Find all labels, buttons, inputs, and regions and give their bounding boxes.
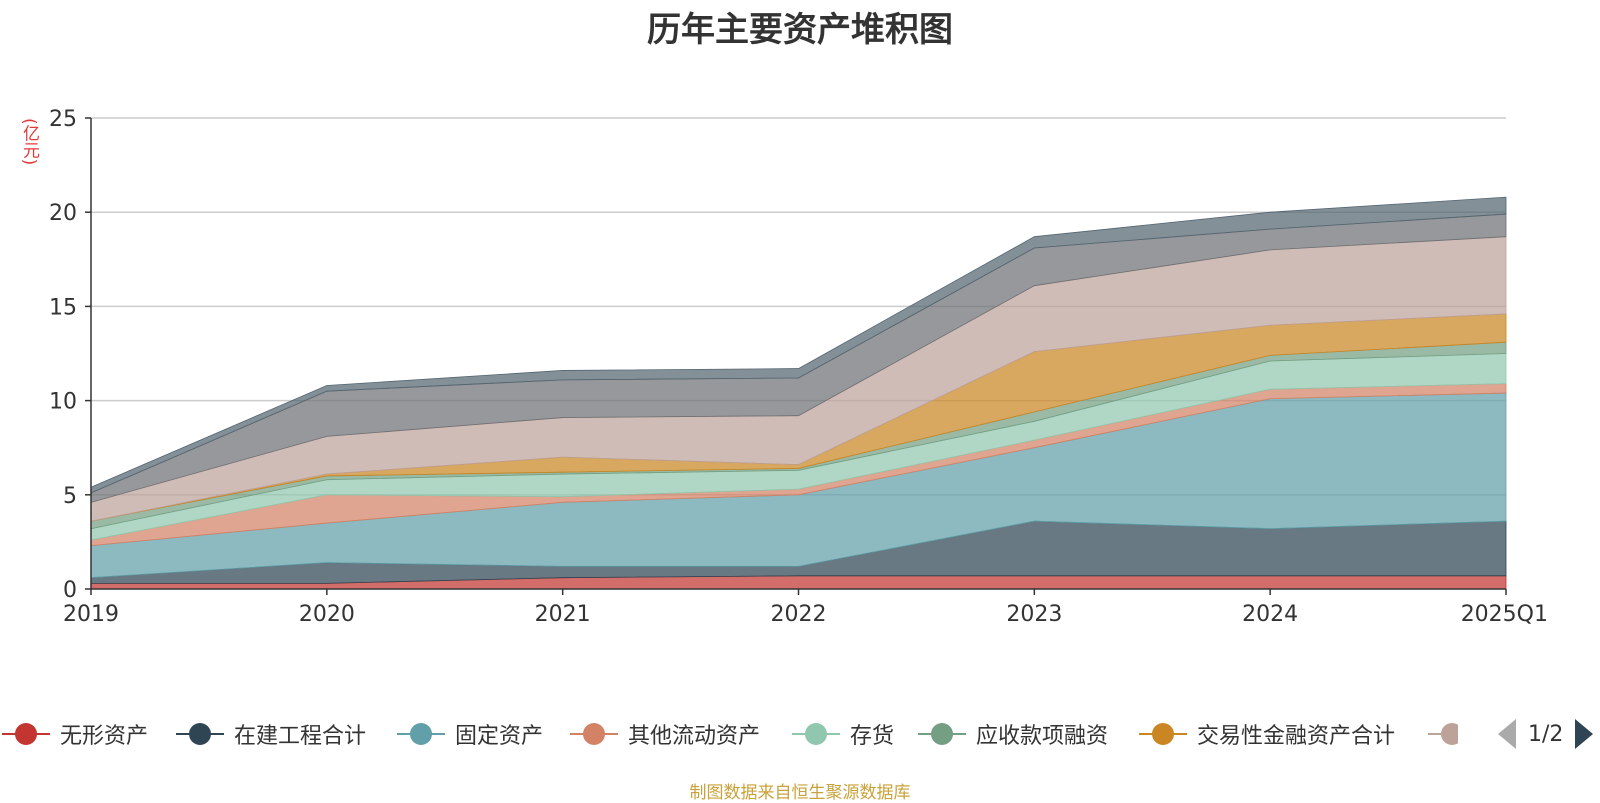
- legend-marker-icon: [918, 723, 966, 745]
- legend: 无形资产 在建工程合计 固定资产 其他流动资产 存货 应收款项融资 交易性金融资产合计: [0, 714, 1600, 754]
- data-source-note: 制图数据来自恒生聚源数据库: [689, 783, 911, 803]
- x-tick-label: 2021: [535, 602, 591, 627]
- legend-item[interactable]: 在建工程合计: [176, 714, 366, 754]
- y-tick-label: 15: [49, 295, 77, 320]
- y-tick-label: 20: [49, 201, 77, 226]
- legend-item[interactable]: [1428, 714, 1458, 754]
- legend-label: 在建工程合计: [234, 724, 367, 749]
- legend-label: 交易性金融资产合计: [1197, 724, 1396, 749]
- legend-item[interactable]: 固定资产: [397, 714, 543, 754]
- y-tick-label: 25: [49, 107, 77, 132]
- legend-item[interactable]: 交易性金融资产合计: [1139, 714, 1395, 754]
- legend-label: 固定资产: [455, 724, 544, 749]
- legend-marker-icon: [570, 723, 618, 745]
- x-tick-label: 2023: [1006, 602, 1062, 627]
- axes: 0 5 10 15 20 25 2019 2020 2021 2022 2023 2024 2025Q1: [49, 107, 1548, 627]
- legend-page-indicator: 1/2: [1528, 721, 1564, 747]
- area-series-10: [90, 196, 1507, 494]
- legend-item[interactable]: 存货: [792, 714, 894, 754]
- legend-next-page-icon[interactable]: [1575, 719, 1594, 749]
- y-tick-label: 10: [49, 390, 77, 415]
- y-tick-label: 0: [63, 578, 77, 603]
- legend-marker-icon: [1139, 723, 1187, 745]
- legend-marker-icon: [792, 723, 840, 745]
- area-series-group: [90, 196, 1507, 590]
- legend-item[interactable]: 其他流动资产: [570, 714, 760, 754]
- legend-marker-icon: [176, 723, 224, 745]
- legend-label: 其他流动资产: [628, 724, 761, 749]
- legend-label: 应收款项融资: [976, 724, 1109, 749]
- legend-label: 无形资产: [60, 724, 149, 749]
- x-tick-label: 2019: [63, 602, 119, 627]
- y-tick-label: 5: [63, 484, 77, 509]
- x-tick-label: 2024: [1242, 602, 1298, 627]
- legend-marker-icon: [1428, 723, 1458, 745]
- legend-label: 存货: [850, 724, 895, 749]
- legend-item[interactable]: 应收款项融资: [918, 714, 1108, 754]
- x-tick-label: 2025Q1: [1461, 602, 1548, 627]
- y-axis-unit-label: (亿元): [19, 118, 39, 166]
- chart-title: 历年主要资产堆积图: [647, 10, 953, 50]
- stacked-area-chart: 0 5 10 15 20 25 2019 2020 2021 2022 2023 2024 2025Q1: [49, 107, 1548, 627]
- x-tick-label: 2020: [299, 602, 355, 627]
- legend-marker-icon: [397, 723, 445, 745]
- legend-marker-icon: [2, 723, 50, 745]
- legend-item[interactable]: 无形资产: [2, 714, 148, 754]
- legend-prev-page-icon[interactable]: [1498, 719, 1516, 749]
- legend-pager: 1/2: [1498, 714, 1594, 754]
- x-tick-label: 2022: [771, 602, 827, 627]
